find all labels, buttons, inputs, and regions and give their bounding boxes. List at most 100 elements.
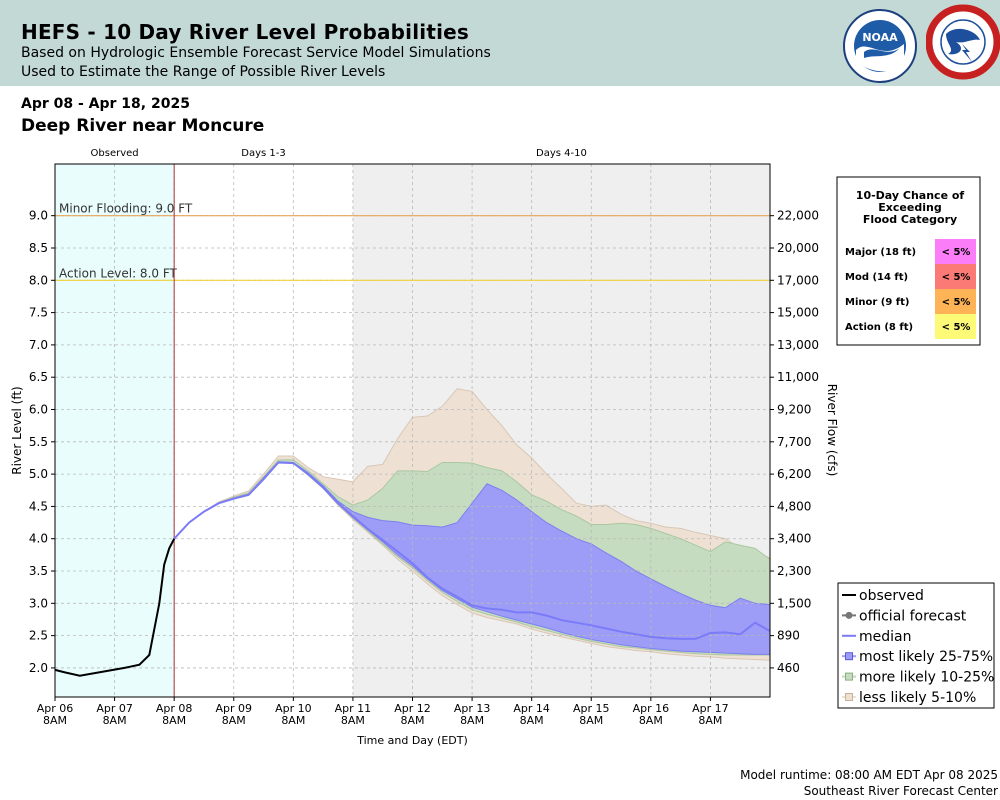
x-tick-day: Apr 08 [156,702,193,715]
x-tick-day: Apr 10 [275,702,312,715]
header-banner: HEFS - 10 Day River Level Probabilities … [0,0,1000,86]
flood-chance-cell [935,314,976,339]
y-tick-label: 6.5 [29,370,48,384]
y2-tick-label: 3,400 [777,532,811,546]
legend-swatch-more [845,672,853,681]
x-axis-label: Time and Day (EDT) [356,734,468,747]
flood-table-title: Exceeding [878,201,941,214]
x-tick-day: Apr 09 [215,702,252,715]
y-tick-label: 3.5 [29,564,48,578]
date-range: Apr 08 - Apr 18, 2025 [21,96,190,112]
x-tick-day: Apr 17 [692,702,729,715]
flood-chance-value: < 5% [942,272,971,283]
y2-tick-label: 13,000 [777,338,819,352]
legend-swatch-less [845,693,853,701]
y-tick-label: 3.0 [29,596,48,610]
legend-box [837,582,995,709]
y-tick-label: 5.5 [29,435,48,449]
legend-label: more likely 10-25% [859,670,994,686]
x-tick-time: 8AM [400,714,424,727]
gauge-location: Deep River near Moncure [21,116,265,136]
y2-tick-label: 9,200 [777,403,811,417]
y2-tick-label: 6,200 [777,467,811,481]
x-tick-time: 8AM [579,714,603,727]
y2-tick-label: 20,000 [777,241,819,255]
legend-label: official forecast [859,608,967,624]
x-tick-time: 8AM [698,714,722,727]
flood-table-title: 10-Day Chance of [856,189,965,202]
y2-tick-label: 15,000 [777,306,819,320]
x-tick-time: 8AM [341,714,365,727]
page-title: HEFS - 10 Day River Level Probabilities [21,20,470,44]
legend-marker-forecast [845,611,853,619]
y-tick-label: 4.5 [29,499,48,513]
noaa-logo-label: NOAA [862,31,898,44]
legend-label: most likely 25-75% [859,649,993,665]
x-tick-day: Apr 07 [96,702,133,715]
noaa-logo: NOAA [843,9,917,83]
x-tick-time: 8AM [281,714,305,727]
legend-swatch-most [845,652,853,661]
nws-logo [926,4,1000,80]
y-tick-label: 8.5 [29,241,48,255]
x-tick-day: Apr 11 [335,702,372,715]
x-tick-time: 8AM [639,714,663,727]
y-tick-label: 5.0 [29,467,48,481]
flood-chance-cell [935,239,976,264]
x-tick-time: 8AM [103,714,127,727]
period-label: Observed [91,148,139,159]
y-tick-label: 7.5 [29,306,48,320]
flood-category-label: Mod (14 ft) [845,272,908,283]
y-tick-label: 8.0 [29,273,48,287]
y-tick-label: 6.0 [29,403,48,417]
flood-chance-value: < 5% [942,297,971,308]
x-tick-day: Apr 12 [394,702,431,715]
axes: 2.0 2.5 3.0 3.5 4.0 4.5 5.0 5.5 6.0 6.5 7.0 7.5 8.0 8… [10,163,839,747]
y2-tick-label: 460 [777,661,800,675]
y2-tick-label: 17,000 [777,273,819,287]
flood-chance-value: < 5% [942,247,971,258]
x-tick-day: Apr 15 [573,702,610,715]
x-tick-day: Apr 06 [37,702,74,715]
model-runtime: Model runtime: 08:00 AM EDT Apr 08 2025 [740,768,998,782]
x-tick-time: 8AM [520,714,544,727]
legend-label: median [859,629,911,645]
y2-tick-label: 7,700 [777,435,811,449]
flood-chance-cell [935,289,976,314]
flood-category-label: Minor (9 ft) [845,297,910,308]
x-tick-day: Apr 16 [633,702,670,715]
y-axis-label: River Level (ft) [10,386,24,474]
flood-chance-value: < 5% [942,322,971,333]
flood-category-label: Action (8 ft) [845,322,913,333]
y2-tick-label: 890 [777,629,800,643]
y-tick-label: 2.0 [29,661,48,675]
y-tick-label: 4.0 [29,532,48,546]
flood-chance-cell [935,264,976,289]
series-lines: Minor Flooding: 9.0 FT Action Level: 8.0 … [54,164,771,697]
y2-tick-label: 22,000 [777,209,819,223]
x-tick-day: Apr 14 [513,702,550,715]
period-label: Days 1-3 [241,148,285,159]
y2-axis-label: River Flow (cfs) [825,384,839,477]
threshold-label: Action Level: 8.0 FT [59,266,178,280]
y2-tick-label: 2,300 [777,564,811,578]
legend: observed official forecast median most like… [837,582,995,709]
x-tick-time: 8AM [162,714,186,727]
legend-label: less likely 5-10% [859,690,976,706]
page-subtitle-purpose: Used to Estimate the Range of Possible R… [21,64,386,80]
period-label: Days 4-10 [536,148,587,159]
forecast-center: Southeast River Forecast Center [803,784,998,798]
median-line [173,461,771,640]
legend-label: observed [859,588,924,604]
page-subtitle-model: Based on Hydrologic Ensemble Forecast Se… [21,45,491,61]
y2-tick-label: 4,800 [777,499,811,513]
threshold-label: Minor Flooding: 9.0 FT [59,202,193,216]
y-tick-label: 7.0 [29,338,48,352]
x-tick-time: 8AM [43,714,67,727]
flood-table-title: Flood Category [863,213,957,226]
y2-tick-label: 11,000 [777,370,819,384]
x-tick-time: 8AM [460,714,484,727]
y-tick-label: 9.0 [29,209,48,223]
